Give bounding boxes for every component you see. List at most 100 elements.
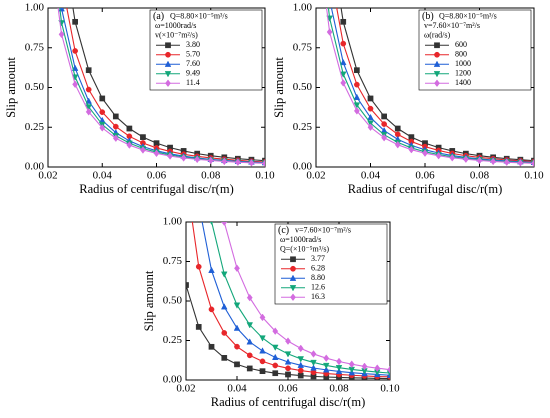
marker	[323, 354, 330, 362]
panel-label: (c)	[278, 225, 289, 236]
legend-box	[418, 9, 532, 91]
y-tick-label: 1.00	[293, 2, 313, 14]
y-axis-label: Slip amount	[272, 57, 286, 118]
marker	[310, 359, 317, 367]
marker	[112, 134, 119, 143]
marker	[340, 18, 347, 25]
marker	[85, 104, 92, 111]
marker	[209, 140, 214, 147]
marker	[490, 157, 497, 166]
marker	[221, 355, 228, 361]
legend-marker	[165, 51, 171, 58]
marker	[335, 365, 343, 372]
x-tick-label: 0.08	[201, 170, 221, 182]
marker	[208, 343, 215, 350]
legend-label: 600	[455, 40, 467, 49]
y-tick-label: 0.00	[293, 161, 313, 173]
y-tick-label: 0.25	[25, 121, 45, 133]
marker	[112, 123, 119, 130]
marker	[259, 358, 266, 365]
legend-header: v=7.60×10⁻⁷m²/s	[295, 226, 351, 235]
marker	[374, 364, 381, 372]
marker	[339, 58, 347, 66]
legend-marker	[434, 79, 440, 88]
legend-marker	[290, 293, 296, 302]
marker	[85, 86, 92, 93]
marker	[285, 371, 291, 378]
plot-frame	[47, 7, 266, 168]
marker	[72, 48, 78, 54]
legend-marker	[290, 256, 296, 263]
legend-header: v(×10⁻⁷m²/s)	[155, 31, 198, 40]
marker	[394, 125, 401, 132]
plot-frame	[315, 7, 535, 168]
marker	[367, 113, 374, 121]
plot-frame	[185, 221, 391, 381]
marker	[476, 156, 483, 165]
series-line	[201, 222, 390, 376]
panel: 0.02 0.04 0.06 0.08 0.10 0.00 0.25 0.50 0.75 1.00…	[272, 0, 544, 196]
legend-label: 12.6	[311, 283, 325, 292]
x-tick-label: 0.10	[524, 170, 544, 182]
legend-label: 7.60	[186, 59, 200, 68]
marker	[353, 107, 360, 115]
marker	[140, 134, 146, 140]
legend-marker	[164, 71, 172, 78]
marker	[99, 109, 106, 115]
marker	[221, 157, 228, 166]
x-axis-label: Radius of centrifugal disc/r(m)	[211, 395, 365, 409]
y-tick-label: 0.75	[293, 41, 313, 53]
legend-label: 16.3	[311, 292, 325, 301]
legend-label: 6.28	[311, 264, 325, 273]
legend-box	[149, 9, 263, 91]
marker	[99, 95, 106, 102]
marker	[422, 149, 428, 157]
marker	[246, 352, 253, 359]
marker	[208, 266, 215, 273]
marker	[272, 362, 279, 369]
marker	[72, 18, 78, 25]
marker	[367, 123, 374, 132]
marker	[271, 353, 279, 360]
marker	[180, 154, 187, 162]
marker	[284, 358, 292, 365]
legend-header: ω=1000rad/s	[155, 21, 196, 30]
marker	[248, 159, 255, 167]
series-group	[186, 0, 390, 380]
marker	[221, 330, 228, 336]
panel: 0.02 0.04 0.06 0.08 0.10 0.00 0.25 0.50 0.75 1.00…	[142, 0, 400, 409]
marker	[354, 67, 360, 74]
legend: (b) Q=8.80×10⁻⁵m³/sv=7.60×10⁻⁷m²/sω(rad/s…	[418, 9, 532, 91]
marker	[340, 40, 347, 47]
marker	[272, 327, 279, 335]
x-tick-label: 0.02	[176, 383, 195, 395]
marker	[72, 80, 79, 89]
marker	[85, 67, 92, 74]
y-tick-label: 0.75	[163, 255, 183, 267]
y-tick-label: 0.50	[25, 81, 45, 93]
marker	[259, 347, 266, 354]
x-tick-label: 0.06	[147, 170, 167, 182]
marker	[327, 0, 333, 2]
marker	[297, 361, 305, 368]
marker	[246, 365, 253, 372]
legend-label: 800	[455, 50, 467, 59]
marker	[435, 151, 442, 160]
marker	[233, 302, 241, 309]
marker	[381, 133, 388, 142]
marker	[503, 158, 510, 167]
marker	[340, 79, 347, 87]
x-tick-label: 0.08	[329, 383, 349, 395]
legend-marker	[164, 60, 172, 67]
x-axis-label: Radius of centrifugal disc/r(m)	[79, 182, 233, 196]
marker	[221, 222, 228, 226]
legend-label: 8.80	[311, 273, 325, 282]
marker	[194, 155, 201, 164]
marker	[153, 140, 160, 147]
marker	[367, 105, 374, 112]
marker	[196, 0, 201, 4]
panel-label: (b)	[422, 11, 434, 22]
marker	[220, 303, 228, 310]
marker	[297, 356, 305, 363]
y-tick-label: 0.00	[163, 374, 183, 386]
